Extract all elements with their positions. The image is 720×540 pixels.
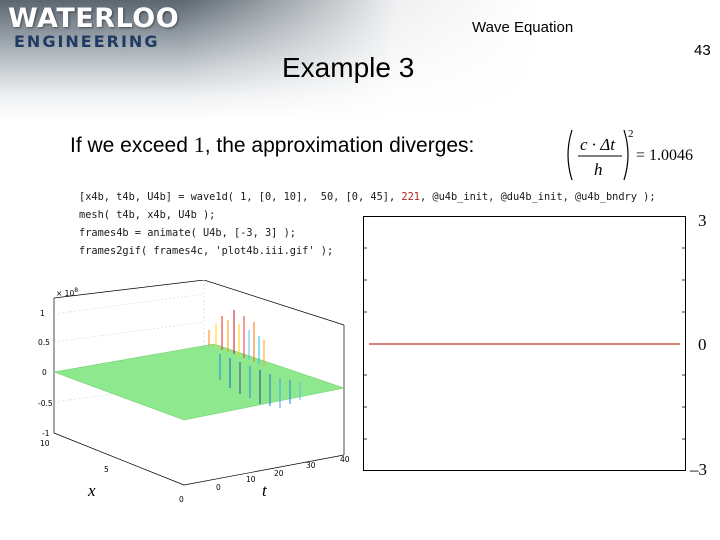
mesh-plot: × 108 1 0.5 0 -0.5 -1 10 5 0 40 30 20 10…: [38, 280, 350, 504]
code-line-2: mesh( t4b, x4b, U4b );: [79, 209, 216, 221]
animation-frame-panel: [363, 216, 686, 471]
header-title: Wave Equation: [472, 19, 574, 36]
slide-title: Example 3: [282, 52, 415, 83]
svg-text:-1: -1: [42, 429, 50, 438]
formula-right-paren: [623, 129, 629, 181]
mesh-z-ticks: 1 0.5 0 -0.5 -1: [38, 309, 53, 438]
slide-number: 43: [694, 42, 711, 59]
bullet-text-after: , the approximation diverges:: [204, 134, 475, 157]
mesh-surface: [52, 343, 346, 421]
svg-text:40: 40: [340, 455, 350, 464]
svg-text:0: 0: [42, 368, 47, 377]
svg-text:0.5: 0.5: [38, 338, 50, 347]
code-line-1: [x4b, t4b, U4b] = wave1d( 1, [0, 10], 50…: [79, 191, 656, 203]
mesh-t-axis-label: t: [262, 481, 268, 500]
logo-engineering: ENGINEERING: [14, 32, 160, 51]
mesh-t-ticks: 40 30 20 10 0: [216, 455, 350, 492]
bullet-value: 1: [193, 132, 205, 157]
bullet-text-before: If we exceed: [70, 134, 194, 157]
mesh-axes-box: [53, 280, 345, 486]
bullet-text: If we exceed 1, the approximation diverg…: [70, 132, 474, 158]
panel-y-mid-label: 0: [698, 335, 707, 354]
mesh-exponent-label: × 108: [56, 287, 78, 298]
formula-denominator: h: [594, 160, 603, 179]
panel-y-bottom-label: –3: [690, 460, 707, 479]
formula-numerator: c · Δt: [580, 135, 616, 154]
svg-text:1: 1: [40, 309, 45, 318]
mesh-x-axis-label: x: [87, 481, 96, 500]
logo-banner: [0, 0, 720, 120]
code-line-3: frames4b = animate( U4b, [-3, 3] );: [79, 227, 296, 239]
mesh-spikes: [208, 310, 301, 408]
formula-result: = 1.0046: [636, 147, 693, 164]
svg-text:10: 10: [246, 475, 256, 484]
courant-formula: c · Δt h 2 = 1.0046: [567, 128, 693, 181]
svg-text:5: 5: [104, 465, 109, 474]
svg-text:-0.5: -0.5: [38, 399, 53, 408]
panel-y-top-label: 3: [698, 211, 707, 230]
formula-exponent: 2: [628, 128, 634, 140]
svg-text:20: 20: [274, 469, 284, 478]
logo-waterloo: WATERLOO: [8, 3, 180, 34]
code-block: [x4b, t4b, U4b] = wave1d( 1, [0, 10], 50…: [79, 188, 656, 260]
mesh-x-ticks: 10 5 0: [40, 439, 184, 504]
svg-text:0: 0: [216, 483, 221, 492]
panel-ticks: [363, 247, 686, 440]
svg-text:10: 10: [40, 439, 50, 448]
svg-text:30: 30: [306, 461, 316, 470]
formula-left-paren: [567, 129, 573, 181]
code-line-4: frames2gif( frames4c, 'plot4b.iii.gif' )…: [79, 245, 334, 257]
svg-text:0: 0: [179, 495, 184, 504]
